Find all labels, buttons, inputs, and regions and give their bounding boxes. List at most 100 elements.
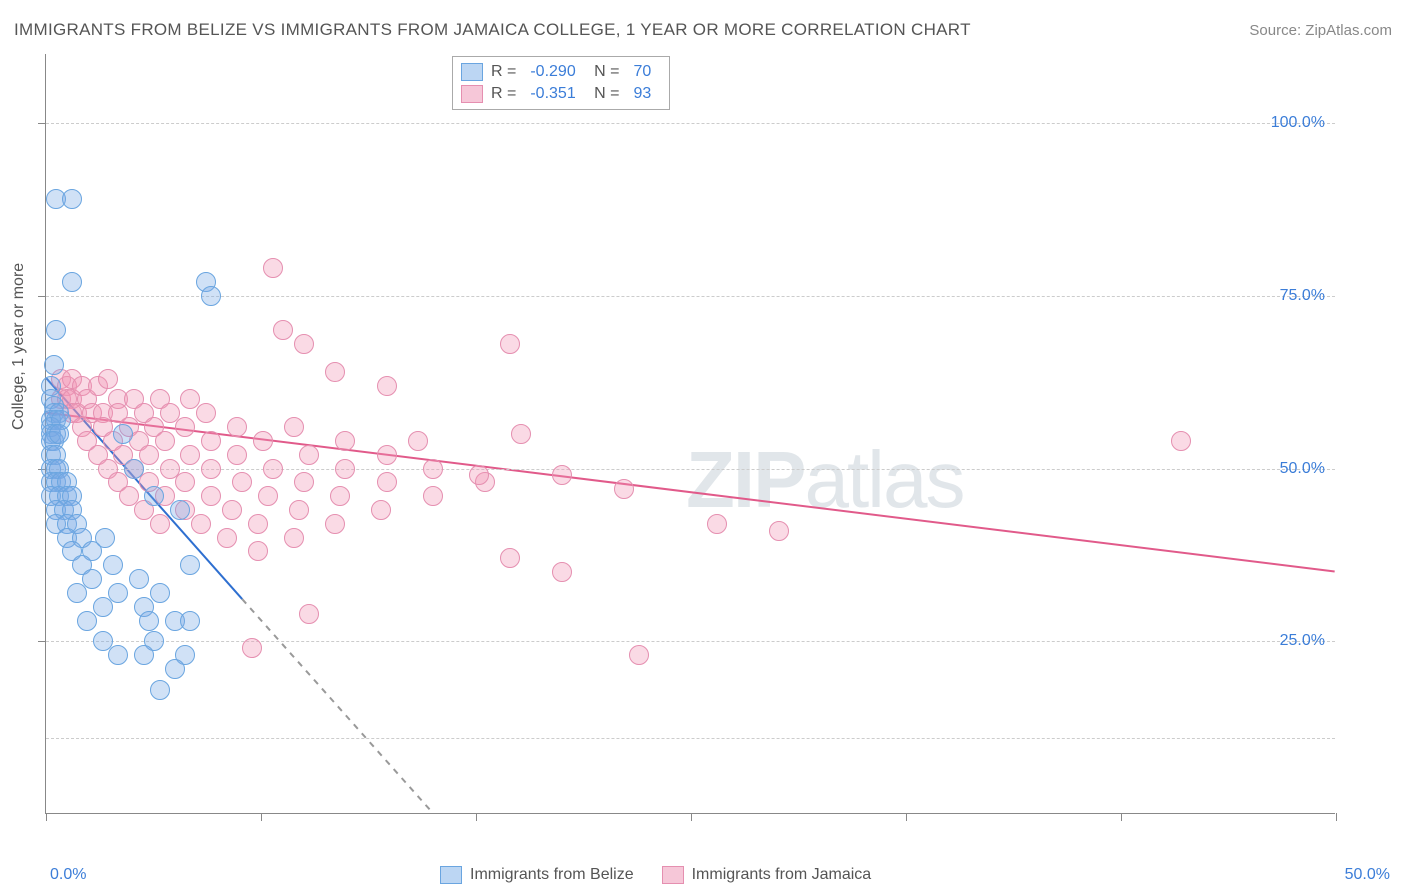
- jamaica-point: [335, 459, 355, 479]
- source-attribution: Source: ZipAtlas.com: [1249, 22, 1392, 39]
- n-value: 70: [628, 63, 658, 81]
- r-value: -0.290: [524, 63, 581, 81]
- x-tick: [261, 813, 262, 821]
- jamaica-point: [500, 334, 520, 354]
- jamaica-point: [248, 541, 268, 561]
- belize-point: [165, 659, 185, 679]
- n-label: N =: [590, 63, 620, 81]
- jamaica-point: [371, 500, 391, 520]
- y-tick: [38, 641, 46, 642]
- belize-point: [103, 555, 123, 575]
- belize-point: [129, 569, 149, 589]
- belize-point: [139, 611, 159, 631]
- belize-point: [62, 189, 82, 209]
- jamaica-point: [273, 320, 293, 340]
- x-tick: [1336, 813, 1337, 821]
- x-axis-min-label: 0.0%: [50, 866, 86, 884]
- jamaica-point: [191, 514, 211, 534]
- y-tick: [38, 296, 46, 297]
- x-axis-max-label: 50.0%: [1345, 866, 1390, 884]
- jamaica-point: [614, 479, 634, 499]
- belize-point: [44, 355, 64, 375]
- r-label: R =: [491, 63, 516, 81]
- jamaica-point: [242, 638, 262, 658]
- belize-point: [150, 583, 170, 603]
- jamaica-point: [289, 500, 309, 520]
- jamaica-point: [139, 445, 159, 465]
- jamaica-point: [222, 500, 242, 520]
- belize-point: [180, 611, 200, 631]
- r-label: R =: [491, 85, 516, 103]
- jamaica-point: [263, 258, 283, 278]
- legend-item: Immigrants from Jamaica: [662, 866, 872, 884]
- jamaica-point: [377, 376, 397, 396]
- jamaica-point: [175, 417, 195, 437]
- legend-swatch: [461, 63, 483, 81]
- n-label: N =: [590, 85, 620, 103]
- jamaica-point: [1171, 431, 1191, 451]
- jamaica-point: [299, 604, 319, 624]
- jamaica-point: [196, 403, 216, 423]
- jamaica-point: [629, 645, 649, 665]
- belize-point: [62, 272, 82, 292]
- jamaica-point: [248, 514, 268, 534]
- legend-swatch: [662, 866, 684, 884]
- gridline: [46, 469, 1335, 470]
- jamaica-point: [175, 472, 195, 492]
- jamaica-point: [408, 431, 428, 451]
- chart-title: IMMIGRANTS FROM BELIZE VS IMMIGRANTS FRO…: [14, 20, 971, 40]
- jamaica-point: [201, 431, 221, 451]
- legend-label: Immigrants from Belize: [470, 866, 634, 884]
- jamaica-point: [377, 472, 397, 492]
- jamaica-point: [98, 369, 118, 389]
- trend-line: [242, 599, 433, 813]
- belize-point: [82, 569, 102, 589]
- n-value: 93: [628, 85, 658, 103]
- y-axis-title: College, 1 year or more: [10, 263, 28, 430]
- jamaica-point: [150, 514, 170, 534]
- legend-row: R = -0.290 N = 70: [461, 61, 657, 83]
- legend-row: R = -0.351 N = 93: [461, 83, 657, 105]
- jamaica-point: [284, 528, 304, 548]
- r-value: -0.351: [524, 85, 581, 103]
- jamaica-point: [500, 548, 520, 568]
- x-tick: [691, 813, 692, 821]
- belize-point: [108, 645, 128, 665]
- belize-point: [124, 459, 144, 479]
- belize-point: [49, 424, 69, 444]
- belize-point: [201, 286, 221, 306]
- belize-point: [180, 555, 200, 575]
- y-tick: [38, 123, 46, 124]
- legend-label: Immigrants from Jamaica: [692, 866, 872, 884]
- belize-point: [77, 611, 97, 631]
- belize-point: [67, 583, 87, 603]
- jamaica-point: [330, 486, 350, 506]
- plot-area: ZIPatlas 25.0%50.0%75.0%100.0%: [45, 54, 1335, 814]
- jamaica-point: [180, 445, 200, 465]
- gridline: [46, 123, 1335, 124]
- y-tick-label: 100.0%: [1271, 114, 1325, 132]
- jamaica-point: [263, 459, 283, 479]
- watermark: ZIPatlas: [686, 434, 963, 526]
- gridline: [46, 738, 1335, 739]
- x-tick: [906, 813, 907, 821]
- jamaica-point: [299, 445, 319, 465]
- x-tick: [46, 813, 47, 821]
- jamaica-point: [201, 459, 221, 479]
- jamaica-point: [377, 445, 397, 465]
- legend-item: Immigrants from Belize: [440, 866, 634, 884]
- jamaica-point: [232, 472, 252, 492]
- jamaica-point: [201, 486, 221, 506]
- jamaica-point: [155, 431, 175, 451]
- y-tick-label: 75.0%: [1280, 287, 1325, 305]
- jamaica-point: [552, 465, 572, 485]
- gridline: [46, 641, 1335, 642]
- jamaica-point: [258, 486, 278, 506]
- x-tick: [476, 813, 477, 821]
- y-tick-label: 50.0%: [1280, 460, 1325, 478]
- belize-point: [93, 597, 113, 617]
- belize-point: [170, 500, 190, 520]
- jamaica-point: [423, 486, 443, 506]
- jamaica-point: [325, 514, 345, 534]
- legend-swatch: [461, 85, 483, 103]
